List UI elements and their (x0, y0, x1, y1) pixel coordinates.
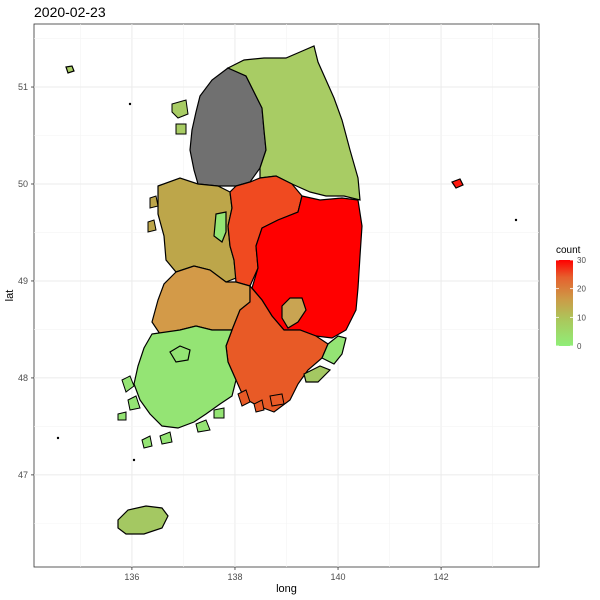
islet-dot (132, 458, 136, 462)
y-axis-label: lat (4, 290, 16, 302)
legend: count 0 10 20 30 (556, 245, 586, 351)
x-tick-label: 142 (434, 572, 449, 582)
region-sw-islands (117, 375, 225, 449)
y-tick-label: 51 (18, 82, 28, 92)
legend-tick-label: 30 (577, 256, 586, 265)
region-southern-island (117, 505, 169, 535)
region-eastern-islet (451, 178, 464, 189)
region-northeast (226, 45, 361, 201)
region-east-enclave (281, 297, 307, 329)
islet-dot (514, 218, 518, 222)
region-southwest-enclave (169, 345, 191, 363)
y-tick-label: 47 (18, 470, 28, 480)
y-tick-label: 50 (18, 179, 28, 189)
chart-title: 2020-02-23 (34, 4, 106, 20)
x-tick-label: 138 (227, 572, 242, 582)
y-tick-label: 48 (18, 373, 28, 383)
region-west-islets (171, 99, 189, 135)
legend-tick-label: 20 (577, 285, 586, 294)
islet-dot (128, 102, 132, 106)
region-northwest-islet (65, 65, 75, 74)
y-tick-label: 49 (18, 276, 28, 286)
x-tick-label: 140 (331, 572, 346, 582)
map-regions (56, 45, 518, 535)
x-axis-label: long (276, 583, 297, 595)
legend-colorbar (556, 260, 573, 346)
region-southeast-pocket (321, 335, 347, 365)
region-southwest (133, 325, 237, 429)
region-west-enclave (213, 211, 227, 243)
region-southeast-islet (303, 365, 332, 383)
legend-tick-label: 0 (577, 342, 582, 351)
x-tick-label: 136 (124, 572, 139, 582)
legend-tick-label: 10 (577, 313, 586, 322)
region-se-islands (237, 389, 285, 413)
region-west-coast-islands (147, 195, 159, 233)
islet-dot (56, 436, 60, 440)
axes: 136 138 140 142 47 48 49 50 51 long lat (4, 82, 449, 595)
legend-title: count (556, 245, 581, 256)
